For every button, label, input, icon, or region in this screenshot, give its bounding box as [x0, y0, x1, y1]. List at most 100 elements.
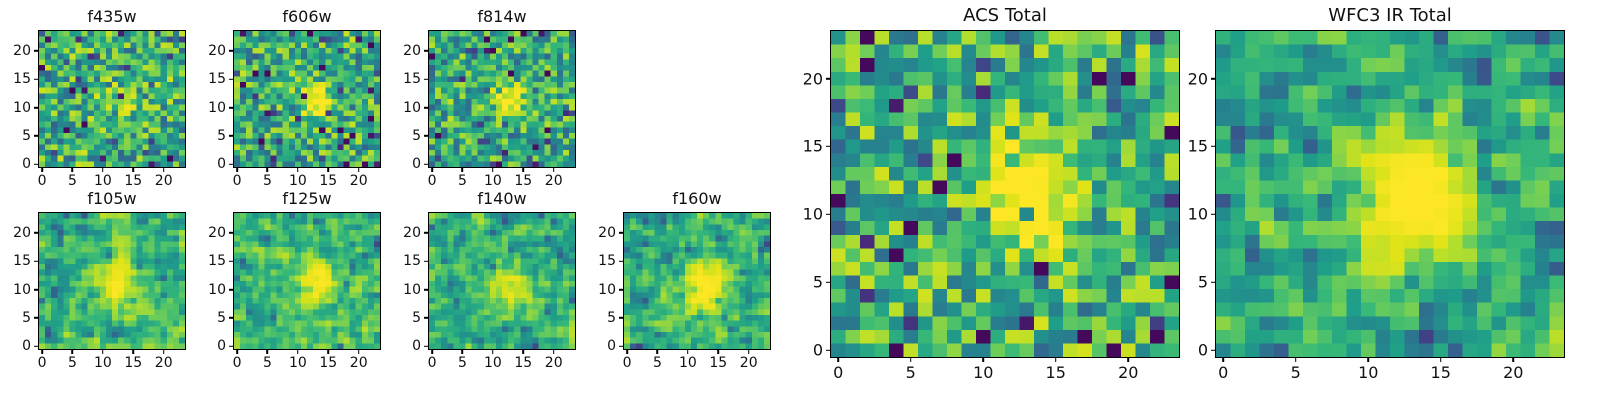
x-tick-mark: [41, 167, 43, 172]
y-tick-mark: [229, 232, 234, 234]
x-tick-label: 20: [1118, 363, 1139, 382]
x-tick-label: 10: [1358, 363, 1379, 382]
y-tick-label: 20: [1187, 69, 1208, 89]
y-tick-label: 0: [22, 156, 31, 173]
y-tick-mark: [34, 317, 39, 319]
y-tick-label: 10: [802, 204, 823, 224]
y-tick-mark: [229, 288, 234, 291]
y-tick-mark: [229, 78, 234, 80]
x-tick-mark: [102, 349, 104, 354]
x-tick-label: 5: [457, 355, 467, 371]
x-tick-label: 20: [544, 355, 563, 371]
x-tick-label: 15: [1045, 363, 1066, 382]
x-tick-mark: [747, 349, 750, 354]
x-tick-label: 15: [709, 355, 728, 371]
y-tick-mark: [424, 135, 429, 137]
y-tick-label: 10: [1187, 204, 1208, 224]
x-tick-mark: [1367, 357, 1370, 362]
heatmap-f160w: [624, 213, 770, 349]
x-tick-label: 5: [262, 173, 272, 189]
x-tick-mark: [1222, 357, 1225, 362]
panel-f160w: f160w 0 5 10 15 20 0 5 10 15 20: [598, 189, 771, 371]
y-tick-label: 0: [1197, 340, 1208, 360]
panel-acs-total: ACS Total 0 5 10 15 20 0 5 10 15 20: [803, 5, 1180, 382]
panel-f606w: f606w 0 5 10 15 20 0 5 10 15 20: [208, 7, 381, 189]
y-tick-label: 10: [13, 281, 31, 298]
y-tick-label: 0: [412, 338, 421, 355]
y-tick-label: 20: [13, 224, 31, 241]
y-tick-mark: [229, 345, 234, 347]
y-tick-label: 20: [13, 42, 31, 59]
x-tick-label: 5: [67, 173, 77, 189]
panel-f125w: f125w 0 5 10 15 20 0 5 10 15 20: [208, 189, 381, 371]
y-tick-mark: [34, 135, 39, 137]
x-tick-label: 10: [288, 173, 307, 189]
y-tick-mark: [229, 260, 234, 262]
heatmap-f435w: [39, 31, 185, 167]
panel-f105w: f105w 0 5 10 15 20 0 5 10 15 20: [13, 189, 186, 371]
x-tick-mark: [522, 349, 525, 354]
y-tick-mark: [229, 135, 234, 137]
x-tick-mark: [266, 349, 269, 354]
y-tick-label: 0: [812, 340, 823, 360]
x-tick-mark: [687, 349, 689, 354]
y-tick-mark: [229, 163, 234, 165]
heatmap-f125w: [234, 213, 380, 349]
x-tick-mark: [357, 349, 360, 354]
y-tick-mark: [424, 345, 429, 347]
heatmap-f105w: [39, 213, 185, 349]
y-tick-mark: [619, 317, 624, 319]
y-tick-mark: [34, 78, 39, 80]
y-tick-mark: [34, 50, 39, 52]
y-tick-mark: [34, 232, 39, 234]
heatmap-wfc3-ir-total: [1216, 31, 1564, 357]
x-tick-mark: [982, 357, 985, 362]
y-tick-mark: [229, 317, 234, 319]
panel-f435w: f435w 0 5 10 15 20 0 5 10 15 20: [13, 7, 186, 189]
x-tick-mark: [1439, 357, 1442, 362]
y-tick-mark: [424, 317, 429, 319]
x-tick-label: 5: [652, 355, 662, 371]
x-tick-mark: [522, 167, 525, 172]
y-tick-mark: [229, 106, 234, 109]
x-tick-label: 5: [1290, 363, 1301, 382]
x-tick-label: 5: [457, 173, 467, 189]
y-tick-mark: [826, 281, 831, 284]
x-tick-label: 0: [232, 173, 242, 189]
x-tick-mark: [909, 357, 912, 362]
x-tick-label: 0: [37, 173, 47, 189]
y-tick-label: 5: [412, 309, 421, 326]
y-tick-mark: [424, 163, 429, 165]
x-tick-label: 5: [905, 363, 916, 382]
y-tick-label: 15: [1187, 136, 1208, 156]
x-tick-label: 0: [427, 173, 437, 189]
y-tick-label: 20: [403, 224, 421, 241]
y-tick-label: 5: [217, 309, 226, 326]
x-tick-label: 15: [1430, 363, 1451, 382]
y-tick-mark: [1211, 145, 1216, 148]
panel-title-f606w: f606w: [282, 7, 332, 26]
y-tick-mark: [229, 50, 234, 52]
y-tick-label: 15: [13, 253, 31, 270]
x-tick-mark: [162, 349, 165, 354]
y-tick-label: 10: [403, 99, 421, 116]
y-tick-label: 0: [607, 338, 616, 355]
x-tick-mark: [431, 349, 433, 354]
x-tick-label: 0: [833, 363, 844, 382]
x-tick-label: 20: [349, 355, 368, 371]
y-tick-mark: [1211, 213, 1216, 216]
y-tick-mark: [619, 232, 624, 234]
panel-title-f105w: f105w: [87, 189, 137, 208]
y-tick-label: 20: [208, 42, 226, 59]
panel-title-f140w: f140w: [477, 189, 527, 208]
panel-title-wfc3-ir-total: WFC3 IR Total: [1328, 5, 1452, 26]
x-tick-mark: [132, 349, 135, 354]
y-tick-mark: [424, 288, 429, 291]
panel-title-f125w: f125w: [282, 189, 332, 208]
y-tick-label: 5: [22, 127, 31, 144]
x-tick-label: 10: [483, 355, 502, 371]
x-tick-label: 10: [93, 173, 112, 189]
heatmap-f814w: [429, 31, 575, 167]
y-tick-label: 20: [208, 224, 226, 241]
y-tick-label: 10: [208, 99, 226, 116]
